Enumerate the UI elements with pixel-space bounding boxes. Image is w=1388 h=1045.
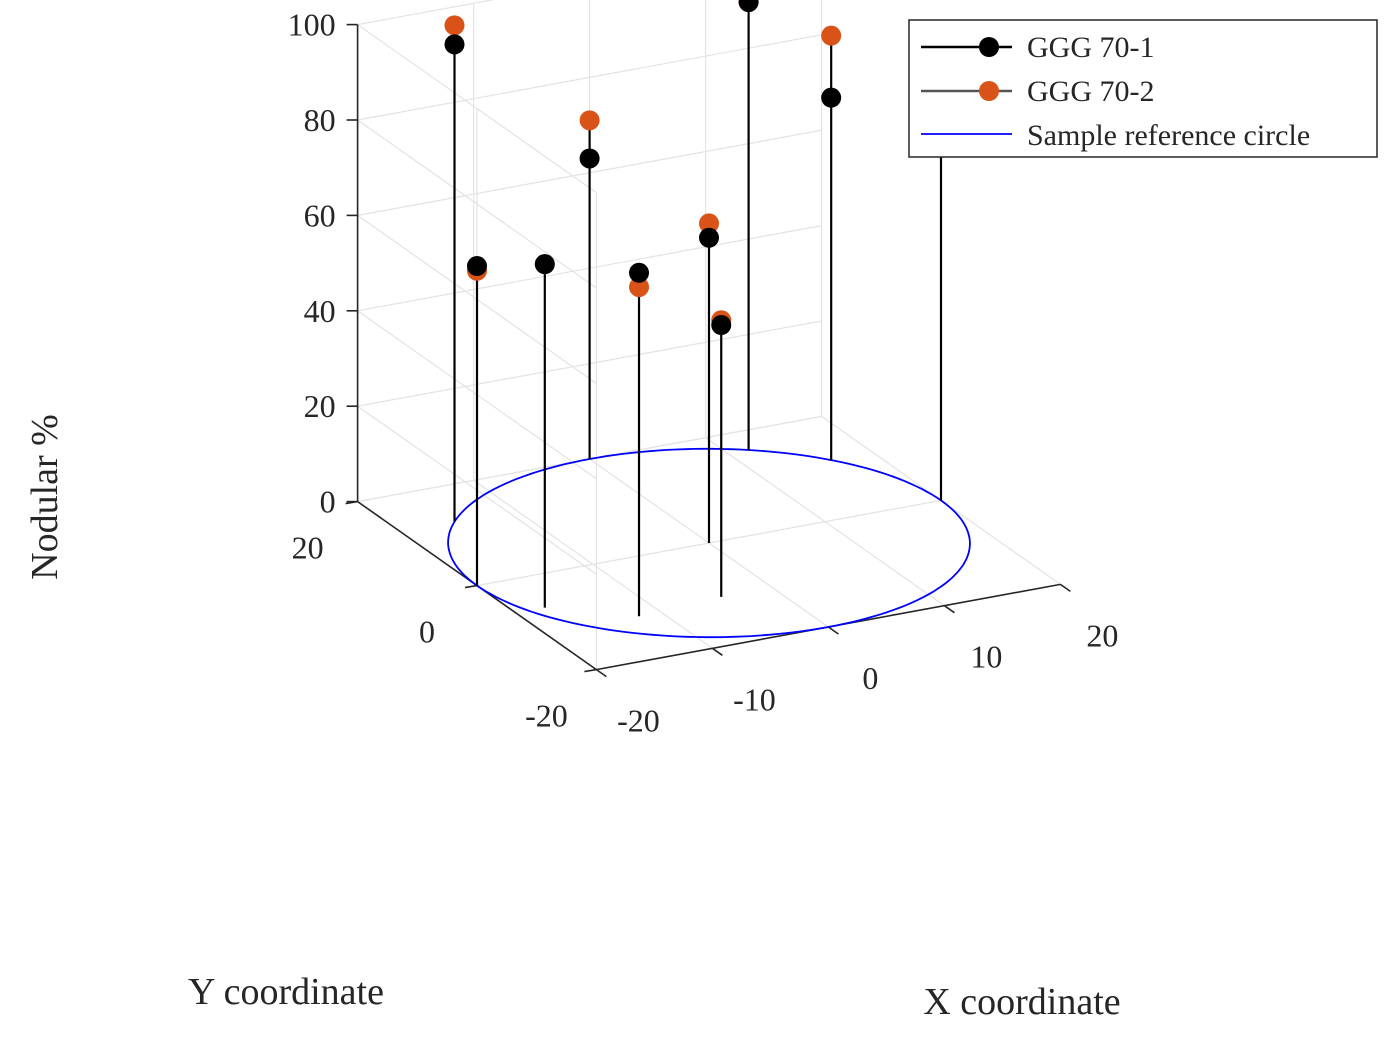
x-tick-label-4: 20 <box>1086 617 1118 653</box>
x-tick-2 <box>827 626 839 635</box>
data-point-s2-5 <box>444 15 465 36</box>
data-point-s2-6 <box>579 110 600 131</box>
label-layer: X coordinate Y coordinate Nodular % <box>24 414 1121 1023</box>
data-point-s1-2 <box>629 262 650 283</box>
data-point-s1-4 <box>467 256 487 277</box>
y-tick-label-1: 0 <box>419 614 435 650</box>
data-point-s2-0 <box>699 213 719 234</box>
legend-label-reference: Sample reference circle <box>1027 119 1310 152</box>
data-point-s1-7 <box>738 0 759 13</box>
x-tick-label-3: 10 <box>970 639 1002 675</box>
z-tick-label-4: 80 <box>304 102 336 138</box>
data-point-s1-3 <box>534 254 555 275</box>
z-tick-label-5: 100 <box>288 7 336 43</box>
y-axis-label: Y coordinate <box>188 971 384 1013</box>
data-point-s1-8 <box>821 87 842 108</box>
x-axis-label: X coordinate <box>923 981 1120 1023</box>
x-tick-label-1: -10 <box>733 681 776 717</box>
z-tick-label-2: 40 <box>304 293 336 329</box>
gridline-backwall-z-5 <box>357 0 495 26</box>
gridline-sidewall-z-5 <box>357 24 597 194</box>
data-point-s1-1 <box>711 315 732 336</box>
x-tick-3 <box>943 605 955 614</box>
stem-layer <box>453 2 943 617</box>
z-tick-label-1: 20 <box>304 388 336 424</box>
x-tick-label-0: -20 <box>617 703 660 739</box>
data-point-s1-5 <box>444 34 465 55</box>
legend-marker-series-2 <box>979 81 999 101</box>
gridline-backwall-z-4 <box>357 34 822 121</box>
y-tick-label-2: 20 <box>292 530 324 566</box>
x-tick-label-2: 0 <box>862 660 878 696</box>
data-point-s2-2 <box>629 277 650 298</box>
y-tick-0 <box>584 668 597 673</box>
z-tick-label-0: 0 <box>320 484 336 520</box>
y-tick-label-0: -20 <box>525 698 568 734</box>
legend-label-series-1: GGG 70-1 <box>1027 31 1155 64</box>
data-point-s1-0 <box>699 227 719 248</box>
y-tick-1 <box>464 584 478 589</box>
marker-layer <box>444 0 951 336</box>
legend-marker-series-1 <box>979 37 999 57</box>
legend: GGG 70-1 GGG 70-2 Sample reference circl… <box>908 19 1378 158</box>
x-tick-1 <box>711 647 723 656</box>
x-tick-4 <box>1059 583 1071 593</box>
data-point-s1-6 <box>579 148 600 169</box>
data-point-s2-8 <box>821 25 842 46</box>
z-axis-label: Nodular % <box>24 414 66 580</box>
z-tick-label-3: 60 <box>304 197 336 233</box>
gridline-sidewall-z-4 <box>357 119 597 289</box>
x-tick-0 <box>595 668 607 678</box>
legend-label-series-2: GGG 70-2 <box>1027 75 1155 108</box>
